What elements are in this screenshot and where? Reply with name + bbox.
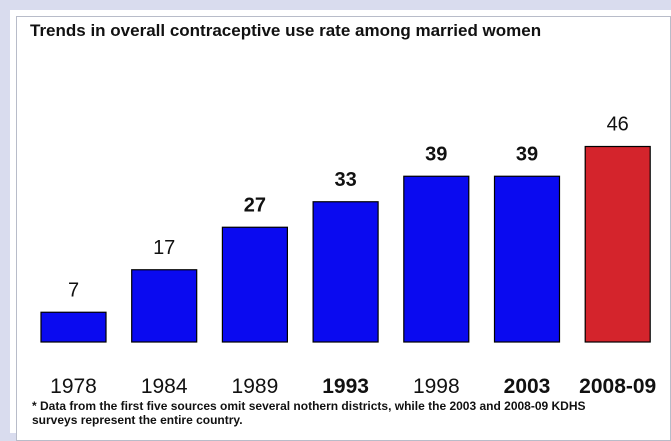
category-label-1989: 1989 [232, 375, 279, 398]
value-label-1998: 39 [425, 143, 447, 165]
value-label-1989: 27 [244, 194, 266, 216]
chart-title: Trends in overall contraceptive use rate… [30, 21, 542, 40]
bar-2003 [493, 175, 561, 343]
category-label-2003: 2003 [504, 375, 551, 398]
value-label-2008-09: 46 [607, 114, 629, 136]
value-label-1993: 33 [334, 169, 356, 191]
footnote: * Data from the first five sources omit … [32, 399, 586, 427]
bar-1989 [221, 226, 288, 343]
category-label-2008-09: 2008-09 [579, 375, 656, 398]
category-label-1998: 1998 [413, 375, 460, 398]
category-label-1984: 1984 [141, 375, 188, 398]
value-label-2003: 39 [516, 143, 538, 165]
category-label-1993: 1993 [322, 375, 369, 398]
value-label-1978: 7 [68, 279, 79, 301]
value-label-1984: 17 [153, 237, 175, 259]
bar-1978 [40, 311, 107, 343]
bar-1993 [312, 201, 379, 343]
bar-2008-09 [584, 145, 651, 343]
category-label-1978: 1978 [50, 375, 97, 398]
bar-1984 [131, 269, 198, 343]
bar-1998 [403, 175, 470, 343]
